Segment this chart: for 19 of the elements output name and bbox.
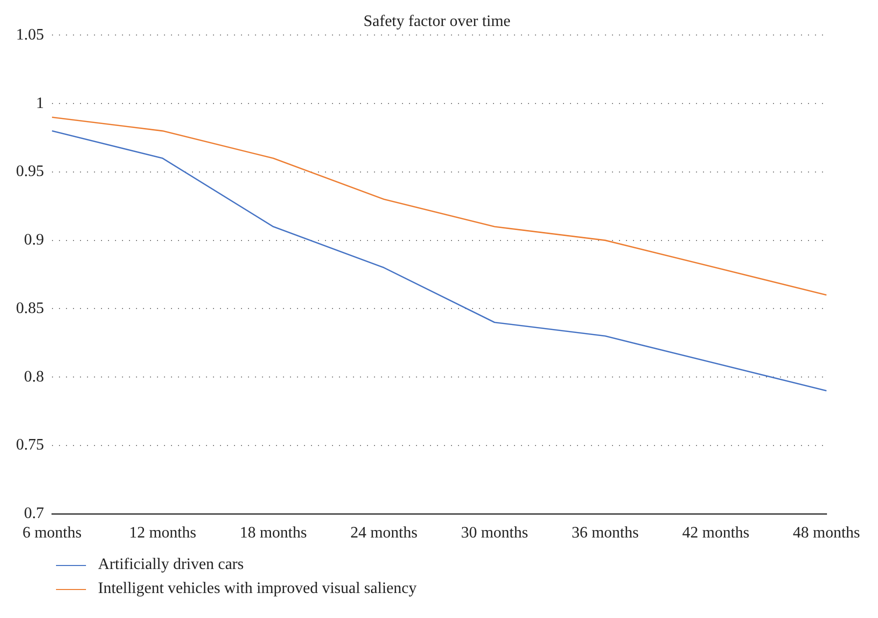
x-tick-label: 36 months — [572, 524, 639, 542]
x-tick-label: 30 months — [460, 524, 528, 542]
y-tick-label: 1 — [36, 94, 44, 112]
x-tick-label: 18 months — [240, 524, 307, 542]
y-tick-label: 0.9 — [24, 232, 44, 249]
y-tick-label: 0.7 — [24, 505, 44, 522]
x-tick-label: 48 months — [792, 524, 860, 542]
legend-label: Intelligent vehicles with improved visual saliency — [98, 580, 417, 598]
x-tick-label: 6 months — [22, 524, 82, 542]
y-tick-label: 0.95 — [16, 163, 44, 180]
y-tick-label: 0.85 — [16, 300, 44, 317]
x-tick-label: 12 months — [129, 524, 196, 542]
x-tick-label: 42 months — [682, 524, 750, 542]
x-tick-label: 24 months — [350, 524, 418, 542]
legend-label: Artificially driven cars — [98, 556, 244, 574]
y-tick-label: 0.8 — [24, 368, 44, 386]
chart-title: Safety factor over time — [363, 12, 511, 30]
y-tick-label: 1.05 — [16, 26, 44, 44]
y-tick-label: 0.75 — [16, 436, 44, 454]
